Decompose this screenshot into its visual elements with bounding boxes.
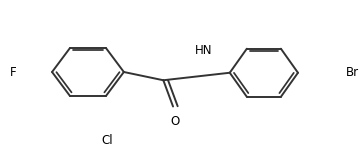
Text: Br: Br <box>346 66 359 79</box>
Text: F: F <box>10 66 16 79</box>
Text: Cl: Cl <box>101 134 113 147</box>
Text: HN: HN <box>195 44 212 57</box>
Text: O: O <box>171 115 180 128</box>
